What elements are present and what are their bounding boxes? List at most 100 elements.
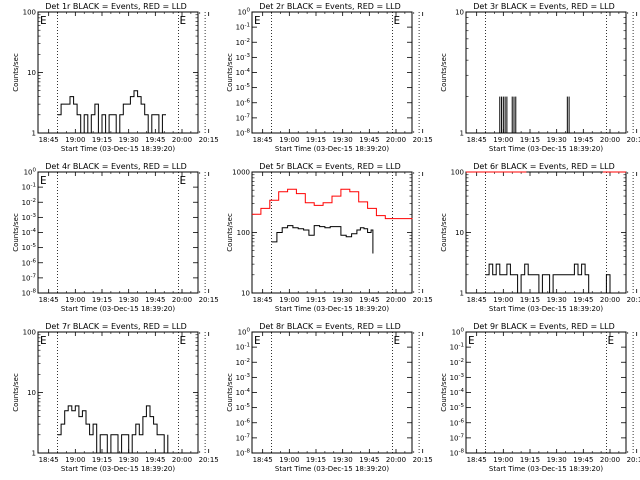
x-tick-label: 19:15 xyxy=(306,456,326,464)
y-tick-label: 10-2 xyxy=(450,358,464,367)
y-tick-label: 10-1 xyxy=(236,23,250,32)
y-tick-label: 100 xyxy=(451,169,464,177)
x-tick-label: 18:45 xyxy=(467,456,487,464)
x-tick-label: 18:45 xyxy=(39,456,59,464)
y-tick-label: 100 xyxy=(24,168,37,177)
tick-exponent: -5 xyxy=(245,83,251,89)
series-events-line xyxy=(271,225,374,254)
tick-exponent: -7 xyxy=(245,433,251,439)
y-tick-label: 10-3 xyxy=(236,373,251,382)
tick-base: 10 xyxy=(236,54,245,62)
y-tick-label: 100 xyxy=(237,229,250,237)
panel-det-4: Det 4r BLACK = Events, RED = LLD 18:45 19:… xyxy=(12,162,219,313)
y-tick-label: 100 xyxy=(238,328,251,337)
tick-base: 10 xyxy=(22,259,31,267)
tick-base: 10 xyxy=(22,290,31,298)
x-tick-label: 19:00 xyxy=(65,296,85,304)
tick-base: 10 xyxy=(236,374,245,382)
x-tick-label: 20:00 xyxy=(172,296,192,304)
x-tick-label: 20:00 xyxy=(600,136,620,144)
x-tick-label: 19:45 xyxy=(573,456,593,464)
tick-base: 10 xyxy=(450,450,459,458)
x-tick-label: 19:30 xyxy=(119,296,139,304)
tick-exponent: -7 xyxy=(459,433,465,439)
plot-frame xyxy=(251,11,413,134)
panel-det-6: Det 6r BLACK = Events, RED = LLD 18:45 19:… xyxy=(440,162,640,313)
y-tick-label: 10 xyxy=(455,9,464,17)
y-tick-label: 10-4 xyxy=(236,68,251,77)
x-axis-label: Start Time (03-Dec-15 18:39:20) xyxy=(61,305,175,313)
y-axis-label: Counts/sec xyxy=(226,373,234,412)
x-tick-label: 19:30 xyxy=(333,136,353,144)
y-tick-label: 1 xyxy=(460,290,464,298)
y-tick-label: 100 xyxy=(23,329,36,337)
x-tick-label: 20:00 xyxy=(386,136,406,144)
x-tick-label: 20:15 xyxy=(199,136,219,144)
tick-base: 10 xyxy=(24,169,33,177)
event-marker-start: E xyxy=(254,14,261,27)
y-tick-label: 10-5 xyxy=(236,83,251,92)
tick-base: 10 xyxy=(450,359,459,367)
x-tick-label: 18:45 xyxy=(253,456,273,464)
series-events-line xyxy=(485,263,611,294)
y-tick-label: 10-7 xyxy=(236,433,251,442)
y-tick-label: 1 xyxy=(32,130,36,138)
y-axis-label: Counts/sec xyxy=(12,213,20,252)
panel-title: Det 7r BLACK = Events, RED = LLD xyxy=(45,322,187,331)
y-axis-label: Counts/sec xyxy=(440,213,448,252)
tick-exponent: 0 xyxy=(461,328,465,334)
tick-exponent: 0 xyxy=(33,168,37,174)
tick-base: 10 xyxy=(236,24,245,32)
x-tick-label: 20:15 xyxy=(413,456,433,464)
x-tick-label: 20:15 xyxy=(413,296,433,304)
y-tick-label: 10-7 xyxy=(236,113,251,122)
y-tick-label: 10-8 xyxy=(236,449,251,458)
tick-exponent: -6 xyxy=(245,98,251,104)
tick-base: 10 xyxy=(236,344,245,352)
tick-exponent: -1 xyxy=(31,183,36,189)
tick-exponent: -2 xyxy=(459,358,464,364)
x-axis-label: Start Time (03-Dec-15 18:39:20) xyxy=(489,145,603,153)
x-tick-label: 19:00 xyxy=(493,136,513,144)
x-tick-label: 19:15 xyxy=(520,136,540,144)
plot-frame xyxy=(251,331,413,454)
panel-det-3: Det 3r BLACK = Events, RED = LLD 18:45 19:… xyxy=(440,2,640,153)
x-tick-label: 19:00 xyxy=(65,136,85,144)
tick-exponent: -6 xyxy=(245,418,251,424)
x-tick-label: 19:45 xyxy=(359,456,379,464)
x-tick-label: 19:00 xyxy=(65,456,85,464)
x-tick-label: 20:15 xyxy=(413,136,433,144)
x-tick-label: 18:45 xyxy=(39,136,59,144)
x-tick-label: 19:45 xyxy=(359,296,379,304)
y-axis-label: Counts/sec xyxy=(12,373,20,412)
tick-base: 10 xyxy=(450,419,459,427)
event-marker-end: E xyxy=(393,14,400,27)
y-tick-label: 10-6 xyxy=(22,258,37,267)
plot-frame xyxy=(465,11,627,134)
x-tick-label: 19:30 xyxy=(119,456,139,464)
x-tick-label: 18:45 xyxy=(253,136,273,144)
tick-exponent: -8 xyxy=(31,289,37,295)
tick-base: 10 xyxy=(450,344,459,352)
x-axis-label: Start Time (03-Dec-15 18:39:20) xyxy=(275,305,389,313)
y-tick-label: 10-8 xyxy=(450,449,465,458)
y-tick-label: 10-7 xyxy=(22,273,37,282)
x-tick-label: 19:15 xyxy=(520,456,540,464)
y-axis-label: Counts/sec xyxy=(12,53,20,92)
tick-base: 10 xyxy=(236,99,245,107)
event-marker-end: E xyxy=(607,334,614,347)
tick-exponent: -4 xyxy=(245,388,251,394)
y-tick-label: 10-5 xyxy=(22,243,37,252)
tick-base: 10 xyxy=(450,389,459,397)
y-tick-label: 10-8 xyxy=(236,129,251,138)
y-tick-label: 10 xyxy=(27,69,36,77)
y-tick-label: 10-1 xyxy=(236,343,250,352)
tick-exponent: -6 xyxy=(459,418,465,424)
x-tick-label: 20:00 xyxy=(172,456,192,464)
x-tick-label: 20:15 xyxy=(627,136,640,144)
x-tick-label: 19:15 xyxy=(306,136,326,144)
panel-det-9: Det 9r BLACK = Events, RED = LLD 18:45 19:… xyxy=(440,322,640,473)
tick-exponent: -2 xyxy=(245,38,250,44)
y-tick-label: 10 xyxy=(27,389,36,397)
